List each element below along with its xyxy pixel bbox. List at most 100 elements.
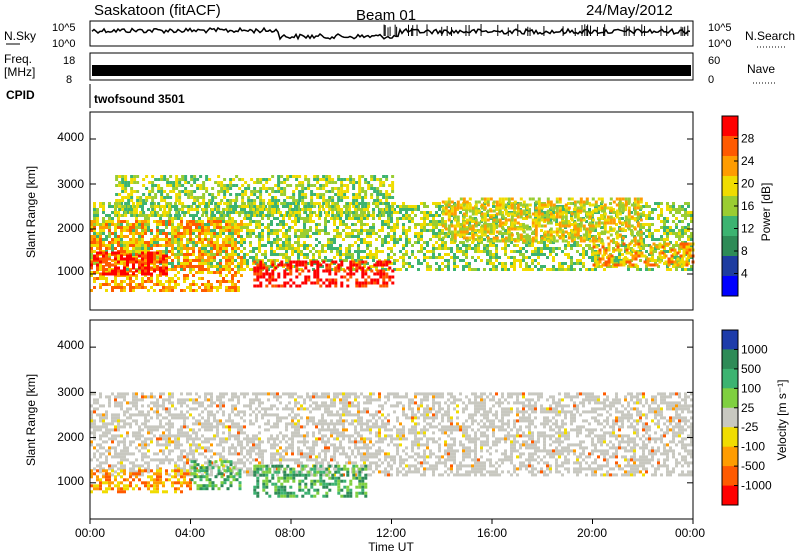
heatmap-cell xyxy=(144,280,147,283)
heatmap-cell xyxy=(279,229,282,232)
heatmap-cell xyxy=(268,272,272,276)
heatmap-cell xyxy=(145,214,149,217)
heatmap-cell xyxy=(250,211,254,214)
heatmap-cell xyxy=(271,205,275,208)
heatmap-cell xyxy=(346,196,350,199)
heatmap-cell xyxy=(123,262,126,265)
heatmap-cell xyxy=(180,226,183,229)
heatmap-cell xyxy=(111,217,114,220)
heatmap-cell xyxy=(367,187,371,190)
heatmap-cell xyxy=(307,178,311,181)
heatmap-cell xyxy=(301,269,305,273)
heatmap-cell xyxy=(385,208,389,211)
heatmap-cell xyxy=(355,181,359,184)
heatmap-cell xyxy=(268,178,272,181)
heatmap-cell xyxy=(628,242,632,246)
heatmap-cell xyxy=(621,203,625,207)
heatmap-cell xyxy=(573,203,577,207)
heatmap-cell xyxy=(310,202,314,205)
heatmap-cell xyxy=(546,233,550,237)
heatmap-cell xyxy=(628,251,632,255)
heatmap-cell xyxy=(313,178,317,181)
heatmap-cell xyxy=(298,284,302,288)
heatmap-cell xyxy=(316,178,320,181)
heatmap-cell xyxy=(331,208,335,211)
heatmap-cell xyxy=(369,256,372,259)
heatmap-cell xyxy=(498,224,502,228)
heatmap-cell xyxy=(201,259,204,262)
heatmap-cell xyxy=(379,263,383,267)
heatmap-cell xyxy=(229,181,233,184)
heatmap-cell xyxy=(501,239,505,243)
heatmap-cell xyxy=(483,197,487,201)
heatmap-cell xyxy=(376,193,380,196)
heatmap-cell xyxy=(210,250,213,253)
heatmap-cell xyxy=(280,181,284,184)
heatmap-cell xyxy=(270,250,273,253)
heatmap-cell xyxy=(450,241,453,244)
heatmap-cell xyxy=(133,214,137,217)
heatmap-cell xyxy=(183,229,186,232)
heatmap-cell xyxy=(459,250,462,253)
heatmap-cell xyxy=(420,223,423,226)
heatmap-cell xyxy=(142,193,146,196)
heatmap-cell xyxy=(219,244,222,247)
heatmap-cell xyxy=(277,199,281,202)
heatmap-cell xyxy=(510,238,513,241)
heatmap-cell xyxy=(151,196,155,199)
heatmap-cell xyxy=(310,263,314,267)
heatmap-cell xyxy=(352,199,356,202)
heatmap-cell xyxy=(690,217,693,220)
heatmap-cell xyxy=(381,250,384,253)
heatmap-cell xyxy=(672,202,675,205)
heatmap-cell xyxy=(202,211,206,214)
heatmap-cell xyxy=(513,262,516,265)
heatmap-cell xyxy=(358,281,362,285)
heatmap-cell xyxy=(102,260,105,264)
heatmap-cell xyxy=(258,232,261,235)
heatmap-cell xyxy=(595,263,599,267)
heatmap-cell xyxy=(124,190,128,193)
heatmap-cell xyxy=(150,244,153,247)
heatmap-cell xyxy=(223,184,227,187)
heatmap-cell xyxy=(387,256,390,259)
heatmap-cell xyxy=(615,233,619,237)
heatmap-cell xyxy=(243,208,246,211)
heatmap-cell xyxy=(342,238,345,241)
heatmap-cell xyxy=(318,253,321,256)
heatmap-cell xyxy=(213,235,216,238)
heatmap-cell xyxy=(501,211,504,214)
heatmap-cell xyxy=(135,229,138,232)
heatmap-cell xyxy=(207,217,210,220)
heatmap-cell xyxy=(102,232,105,235)
heatmap-cell xyxy=(591,236,595,240)
heatmap-cell xyxy=(184,193,188,196)
heatmap-cell xyxy=(114,251,117,255)
heatmap-cell xyxy=(627,206,631,210)
heatmap-cell xyxy=(265,178,269,181)
heatmap-cell xyxy=(355,263,359,267)
heatmap-cell xyxy=(636,224,640,228)
heatmap-cell xyxy=(690,211,693,214)
heatmap-cell xyxy=(558,227,562,231)
heatmap-cell xyxy=(90,263,93,267)
heatmap-cell xyxy=(186,286,189,289)
heatmap-cell xyxy=(330,250,333,253)
heatmap-cell xyxy=(190,184,194,187)
heatmap-cell xyxy=(150,286,153,289)
heatmap-cell xyxy=(319,284,323,288)
heatmap-cell xyxy=(313,281,317,285)
heatmap-cell xyxy=(277,272,281,276)
heatmap-cell xyxy=(609,209,613,213)
heatmap-cell xyxy=(189,232,192,235)
heatmap-cell xyxy=(295,208,299,211)
heatmap-cell xyxy=(181,178,185,181)
heatmap-cell xyxy=(256,196,260,199)
heatmap-cell xyxy=(585,238,588,241)
heatmap-cell xyxy=(441,220,444,223)
heatmap-cell xyxy=(352,184,356,187)
heatmap-cell xyxy=(181,175,185,178)
heatmap-cell xyxy=(573,215,577,219)
heatmap-cell xyxy=(474,268,477,271)
heatmap-cell xyxy=(354,235,357,238)
